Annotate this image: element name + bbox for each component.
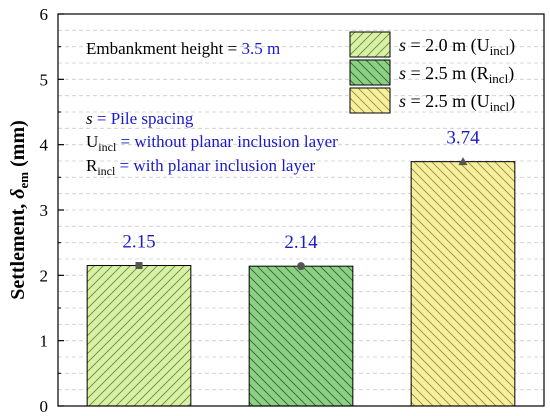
y-tick-label: 0 [40,397,49,416]
data-label: 2.14 [284,232,318,253]
y-axis: 0 1 2 3 4 5 6 [40,5,64,416]
spacing-text: = Pile spacing [93,109,194,128]
embankment-label: Embankment height = [86,39,241,58]
bars [86,161,516,407]
legend-label: s = 2.0 m (Uincl) [399,35,515,58]
y-tick-label: 6 [40,5,49,24]
triangle-marker [458,157,468,166]
square-marker [135,262,143,270]
y-tick-label: 4 [40,136,49,155]
embankment-height-note: Embankment height = 3.5 m [86,39,280,58]
legend-swatch [349,31,391,58]
rincl-sub: incl [97,164,116,178]
uincl-definition: Uincl = without planar inclusion layer [86,132,338,154]
rincl-definition: Rincl = with planar inclusion layer [86,156,316,178]
legend-label: s = 2.5 m (Rincl) [399,63,514,86]
data-label: 2.15 [122,232,155,253]
y-tick-label: 5 [40,70,49,89]
y-tick-label: 3 [40,201,49,220]
legend-swatch [349,59,391,86]
rincl-text: = with planar inclusion layer [115,156,315,175]
y-tick-label: 1 [40,332,49,351]
y-tick-label: 2 [40,266,49,285]
data-labels: 2.15 2.14 3.74 [122,128,480,254]
error-markers [135,157,468,271]
spacing-definition: s = Pile spacing [86,109,194,128]
circle-marker [297,262,305,271]
embankment-value: 3.5 m [241,39,280,58]
uincl-symbol: U [86,132,98,151]
bar [410,161,516,407]
legend-label: s = 2.5 m (Uincl) [399,91,515,114]
uincl-sub: incl [98,140,117,154]
data-label: 3.74 [446,128,480,149]
y-axis-label: Settlement, δem (mm) [7,120,31,300]
legend-swatch [349,87,391,114]
bar [248,265,354,407]
bar [86,265,192,407]
rincl-symbol: R [86,156,98,175]
legend: s = 2.0 m (Uincl) s = 2.5 m (Rincl) s = 2.… [349,31,515,114]
spacing-symbol: s [86,109,93,128]
uincl-text: = without planar inclusion layer [116,132,338,151]
